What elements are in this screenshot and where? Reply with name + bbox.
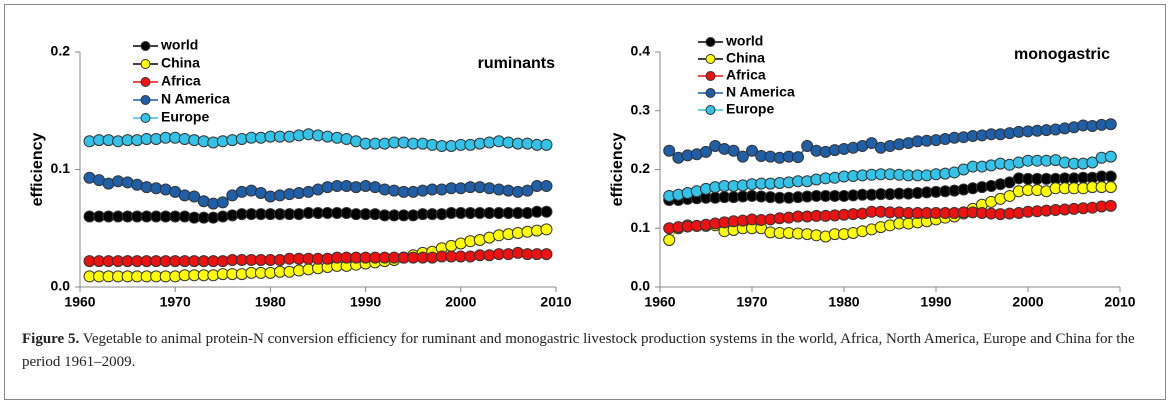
data-point bbox=[540, 138, 553, 151]
caption: Figure 5. Vegetable to animal protein-N … bbox=[22, 328, 1152, 374]
legend-marker bbox=[140, 59, 151, 69]
y-axis-label: efficiency bbox=[29, 132, 46, 206]
data-point bbox=[540, 223, 553, 236]
y-tick-label: 0.1 bbox=[51, 160, 71, 176]
x-tick-label: 2010 bbox=[1104, 294, 1135, 310]
x-tick-label: 1980 bbox=[255, 294, 286, 310]
x-tick-label: 1970 bbox=[160, 294, 191, 310]
legend-marker bbox=[140, 113, 151, 123]
data-point bbox=[746, 144, 758, 157]
data-point bbox=[727, 144, 740, 157]
data-point bbox=[736, 150, 749, 163]
x-tick-label: 2000 bbox=[1012, 294, 1043, 310]
legend-label: China bbox=[726, 50, 765, 66]
y-axis-label: efficiency bbox=[609, 132, 626, 206]
caption-label: Figure 5. bbox=[22, 331, 80, 347]
data-point bbox=[1104, 118, 1117, 131]
legend-marker bbox=[705, 105, 716, 115]
legend-label: Europe bbox=[161, 109, 209, 125]
x-tick-label: 2000 bbox=[445, 294, 476, 310]
x-tick-label: 1960 bbox=[64, 294, 95, 310]
data-point bbox=[663, 144, 676, 157]
data-point bbox=[663, 234, 676, 246]
data-point bbox=[188, 190, 201, 203]
x-tick-label: 1970 bbox=[736, 294, 767, 310]
y-tick-label: 0.4 bbox=[631, 43, 651, 59]
x-tick-label: 2010 bbox=[540, 294, 571, 310]
data-point bbox=[216, 196, 229, 209]
y-tick-label: 0.0 bbox=[631, 278, 651, 294]
legend-marker bbox=[140, 77, 151, 87]
legend-marker bbox=[705, 37, 716, 47]
x-tick-label: 1990 bbox=[350, 294, 381, 310]
y-tick-label: 0.0 bbox=[51, 278, 71, 294]
data-point bbox=[540, 179, 553, 192]
data-point bbox=[1104, 181, 1117, 194]
legend-marker bbox=[140, 41, 151, 51]
x-tick-label: 1960 bbox=[644, 294, 675, 310]
y-tick-label: 0.2 bbox=[631, 160, 651, 176]
legend-label: world bbox=[160, 37, 198, 53]
panel-title: monogastric bbox=[1014, 46, 1110, 63]
legend-label: Africa bbox=[161, 73, 201, 89]
data-point bbox=[792, 151, 804, 164]
y-tick-label: 0.1 bbox=[631, 219, 651, 235]
data-point bbox=[540, 248, 553, 261]
data-point bbox=[1104, 170, 1117, 183]
legend-label: China bbox=[161, 55, 200, 71]
data-point bbox=[1104, 199, 1117, 212]
legend-marker bbox=[705, 88, 716, 98]
frame bbox=[4, 4, 1166, 400]
x-tick-label: 1980 bbox=[828, 294, 859, 310]
legend-label: N America bbox=[161, 91, 230, 107]
legend-marker bbox=[705, 54, 716, 64]
data-point bbox=[700, 145, 712, 158]
legend-label: world bbox=[725, 33, 763, 49]
data-point bbox=[521, 184, 534, 197]
legend-label: Africa bbox=[726, 67, 766, 83]
legend-label: N America bbox=[726, 84, 795, 100]
legend-label: Europe bbox=[726, 101, 774, 117]
data-point bbox=[1104, 150, 1117, 163]
data-point bbox=[540, 205, 553, 218]
legend-marker bbox=[140, 95, 151, 105]
panel-title: ruminants bbox=[478, 55, 555, 72]
x-tick-label: 1990 bbox=[920, 294, 951, 310]
y-tick-label: 0.2 bbox=[51, 43, 71, 59]
caption-text: Vegetable to animal protein-N conversion… bbox=[22, 331, 1135, 370]
y-tick-label: 0.3 bbox=[631, 101, 651, 117]
legend-marker bbox=[705, 71, 716, 81]
